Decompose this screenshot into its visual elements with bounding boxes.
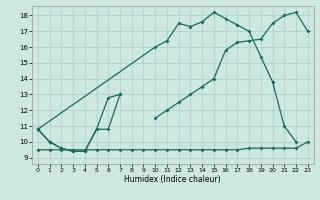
X-axis label: Humidex (Indice chaleur): Humidex (Indice chaleur) — [124, 175, 221, 184]
